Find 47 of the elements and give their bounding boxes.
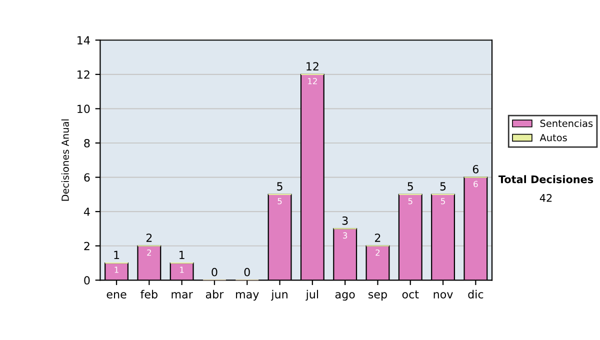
x-tick-label: mar — [172, 292, 193, 298]
total-label: 0 — [212, 268, 218, 276]
total-label: 5 — [277, 182, 282, 191]
y-tick-label: 8 — [84, 138, 90, 148]
x-tick-label: oct — [402, 290, 419, 298]
total-label: 1 — [114, 250, 120, 259]
legend-label: Sentencias — [540, 119, 593, 128]
total-label: 2 — [146, 234, 152, 242]
x-tick-label: jul — [306, 290, 318, 301]
total-label: 5 — [408, 182, 413, 191]
x-tick-label: jun — [270, 290, 288, 301]
text: Total Decisiones — [498, 175, 594, 184]
total-label: 0 — [244, 268, 250, 276]
x-tick-label: may — [236, 292, 259, 301]
y-axis-title: Decisiones Anual — [61, 119, 69, 201]
data-label: 3 — [343, 232, 348, 239]
y-tick-label: 14 — [78, 36, 90, 44]
y-tick-label: 2 — [84, 242, 90, 250]
y-tick-label: 6 — [84, 173, 90, 182]
y-tick-label: 4 — [84, 208, 90, 216]
x-tick-label: feb — [140, 290, 158, 298]
total-label: 5 — [440, 182, 446, 191]
x-tick-label: ago — [335, 292, 355, 301]
data-label: 1 — [114, 266, 118, 273]
total-label: 3 — [342, 216, 348, 225]
data-label: 1 — [180, 266, 184, 273]
total-label: 1 — [180, 250, 184, 259]
y-tick-label: 12 — [78, 70, 90, 79]
data-label: 5 — [278, 198, 282, 204]
total-label: 2 — [375, 234, 380, 242]
text: 42 — [540, 194, 552, 202]
x-tick-label: nov — [434, 292, 453, 298]
x-tick-label: dic — [468, 290, 484, 298]
data-label: 5 — [408, 198, 412, 204]
legend-label: Autos — [540, 134, 567, 142]
data-label: 2 — [376, 249, 380, 256]
data-label: 12 — [308, 78, 317, 84]
total-label: 6 — [472, 165, 479, 174]
total-label: 12 — [306, 62, 318, 70]
y-tick-label: 0 — [84, 276, 90, 285]
x-tick-label: ene — [106, 292, 126, 298]
x-tick-label: abr — [206, 290, 224, 298]
data-label: 5 — [441, 198, 445, 204]
x-tick-label: sep — [368, 292, 387, 301]
data-label: 6 — [474, 180, 478, 188]
data-label: 2 — [147, 249, 151, 256]
y-tick-label: 10 — [78, 104, 90, 114]
